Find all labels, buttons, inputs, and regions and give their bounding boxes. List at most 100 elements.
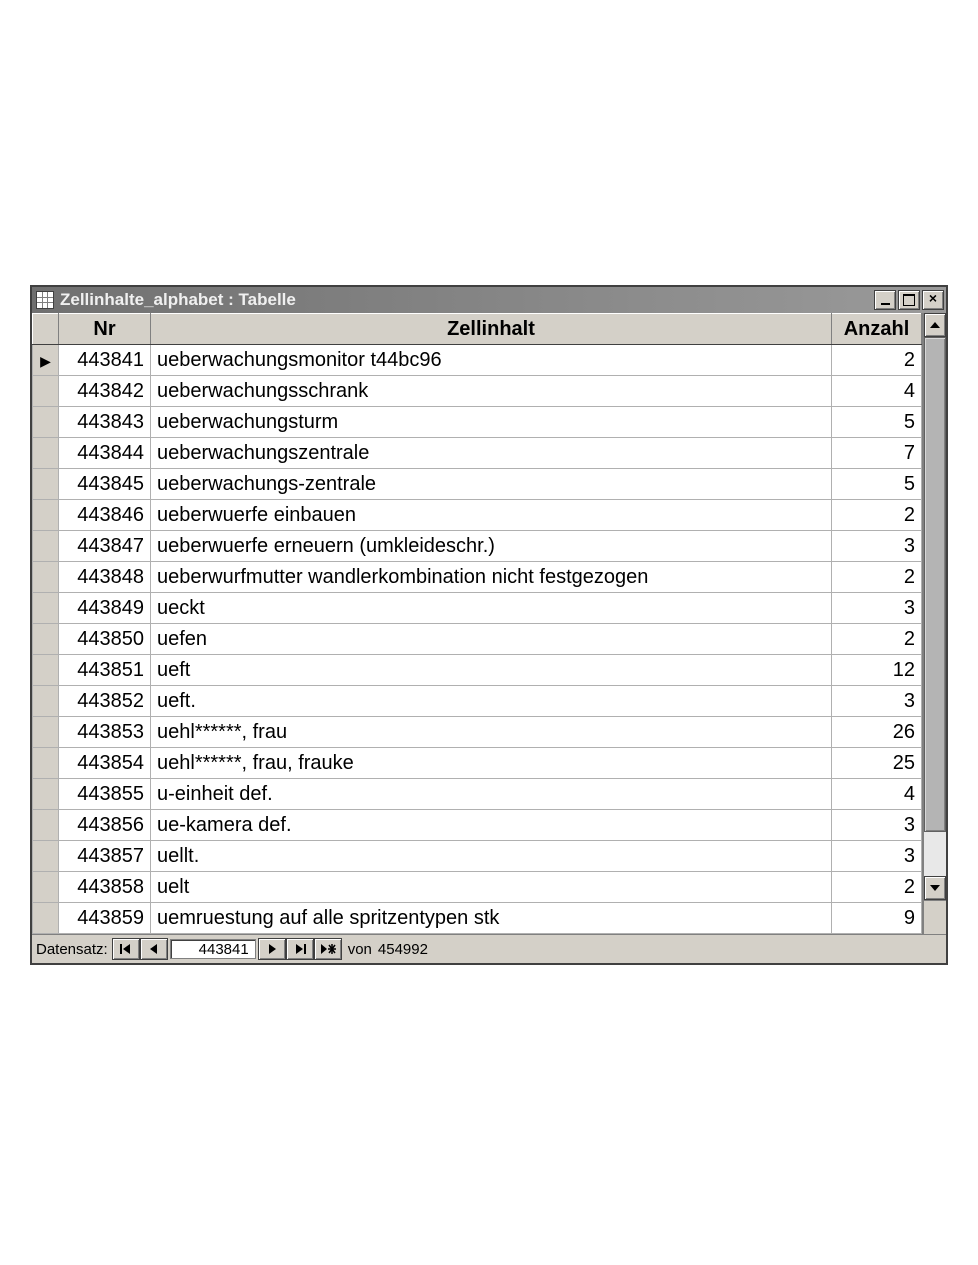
table-row[interactable]: 443855u-einheit def.4 [33, 779, 922, 810]
row-selector[interactable] [33, 717, 59, 748]
cell-nr[interactable]: 443857 [59, 841, 151, 872]
cell-zellinhalt[interactable]: uellt. [151, 841, 832, 872]
cell-anzahl[interactable]: 4 [832, 376, 922, 407]
table-row[interactable]: 443854uehl******, frau, frauke25 [33, 748, 922, 779]
cell-zellinhalt[interactable]: uelt [151, 872, 832, 903]
cell-zellinhalt[interactable]: ueberwachungs-zentrale [151, 469, 832, 500]
table-row[interactable]: 443843ueberwachungsturm5 [33, 407, 922, 438]
header-zellinhalt[interactable]: Zellinhalt [151, 314, 832, 345]
cell-nr[interactable]: 443845 [59, 469, 151, 500]
cell-nr[interactable]: 443855 [59, 779, 151, 810]
cell-zellinhalt[interactable]: ueft. [151, 686, 832, 717]
nav-next-button[interactable] [258, 938, 286, 960]
cell-nr[interactable]: 443842 [59, 376, 151, 407]
table-row[interactable]: 443856ue-kamera def.3 [33, 810, 922, 841]
row-selector[interactable] [33, 810, 59, 841]
cell-anzahl[interactable]: 2 [832, 624, 922, 655]
table-row[interactable]: 443851ueft12 [33, 655, 922, 686]
scroll-up-button[interactable] [924, 313, 946, 337]
table-row[interactable]: 443859uemruestung auf alle spritzentypen… [33, 903, 922, 934]
cell-anzahl[interactable]: 25 [832, 748, 922, 779]
cell-zellinhalt[interactable]: ueberwuerfe erneuern (umkleideschr.) [151, 531, 832, 562]
record-number-input[interactable] [170, 939, 256, 959]
minimize-button[interactable] [874, 290, 896, 310]
table-row[interactable]: 443852ueft.3 [33, 686, 922, 717]
cell-anzahl[interactable]: 7 [832, 438, 922, 469]
table-row[interactable]: 443847ueberwuerfe erneuern (umkleideschr… [33, 531, 922, 562]
header-rowselector[interactable] [33, 314, 59, 345]
row-selector[interactable] [33, 655, 59, 686]
cell-nr[interactable]: 443858 [59, 872, 151, 903]
row-selector[interactable] [33, 872, 59, 903]
row-selector[interactable] [33, 841, 59, 872]
cell-anzahl[interactable]: 3 [832, 531, 922, 562]
cell-anzahl[interactable]: 3 [832, 686, 922, 717]
cell-zellinhalt[interactable]: u-einheit def. [151, 779, 832, 810]
scroll-thumb[interactable] [924, 337, 946, 832]
cell-nr[interactable]: 443849 [59, 593, 151, 624]
table-row[interactable]: 443853uehl******, frau26 [33, 717, 922, 748]
cell-nr[interactable]: 443854 [59, 748, 151, 779]
cell-nr[interactable]: 443847 [59, 531, 151, 562]
row-selector[interactable] [33, 438, 59, 469]
row-selector[interactable] [33, 593, 59, 624]
row-selector[interactable] [33, 903, 59, 934]
row-selector[interactable] [33, 469, 59, 500]
cell-anzahl[interactable]: 3 [832, 810, 922, 841]
cell-anzahl[interactable]: 3 [832, 841, 922, 872]
cell-nr[interactable]: 443848 [59, 562, 151, 593]
cell-nr[interactable]: 443853 [59, 717, 151, 748]
cell-anzahl[interactable]: 2 [832, 562, 922, 593]
cell-nr[interactable]: 443843 [59, 407, 151, 438]
table-row[interactable]: 443848ueberwurfmutter wandlerkombination… [33, 562, 922, 593]
cell-zellinhalt[interactable]: uemruestung auf alle spritzentypen stk [151, 903, 832, 934]
table-row[interactable]: 443844ueberwachungszentrale7 [33, 438, 922, 469]
table-row[interactable]: 443845ueberwachungs-zentrale5 [33, 469, 922, 500]
cell-nr[interactable]: 443844 [59, 438, 151, 469]
data-grid[interactable]: Nr Zellinhalt Anzahl ▶443841ueberwachung… [32, 313, 923, 934]
vertical-scrollbar[interactable] [923, 313, 946, 934]
cell-zellinhalt[interactable]: ueberwachungsturm [151, 407, 832, 438]
nav-new-button[interactable] [314, 938, 342, 960]
header-nr[interactable]: Nr [59, 314, 151, 345]
cell-zellinhalt[interactable]: uehl******, frau [151, 717, 832, 748]
scroll-down-button[interactable] [924, 876, 946, 900]
cell-nr[interactable]: 443852 [59, 686, 151, 717]
cell-zellinhalt[interactable]: uefen [151, 624, 832, 655]
cell-zellinhalt[interactable]: ueckt [151, 593, 832, 624]
row-selector[interactable] [33, 624, 59, 655]
maximize-button[interactable] [898, 290, 920, 310]
nav-last-button[interactable] [286, 938, 314, 960]
cell-nr[interactable]: 443851 [59, 655, 151, 686]
nav-prev-button[interactable] [140, 938, 168, 960]
table-row[interactable]: 443858uelt2 [33, 872, 922, 903]
row-selector[interactable] [33, 376, 59, 407]
cell-zellinhalt[interactable]: ueberwachungszentrale [151, 438, 832, 469]
close-button[interactable]: × [922, 290, 944, 310]
row-selector[interactable] [33, 686, 59, 717]
titlebar[interactable]: Zellinhalte_alphabet : Tabelle × [32, 287, 946, 313]
cell-anzahl[interactable]: 12 [832, 655, 922, 686]
cell-nr[interactable]: 443850 [59, 624, 151, 655]
cell-anzahl[interactable]: 2 [832, 872, 922, 903]
cell-anzahl[interactable]: 2 [832, 345, 922, 376]
table-row[interactable]: 443857uellt.3 [33, 841, 922, 872]
cell-anzahl[interactable]: 9 [832, 903, 922, 934]
row-selector[interactable]: ▶ [33, 345, 59, 376]
cell-zellinhalt[interactable]: ueberwurfmutter wandlerkombination nicht… [151, 562, 832, 593]
table-row[interactable]: ▶443841ueberwachungsmonitor t44bc962 [33, 345, 922, 376]
cell-zellinhalt[interactable]: ueberwuerfe einbauen [151, 500, 832, 531]
cell-zellinhalt[interactable]: ueberwachungsmonitor t44bc96 [151, 345, 832, 376]
scroll-track[interactable] [924, 337, 946, 876]
cell-zellinhalt[interactable]: uehl******, frau, frauke [151, 748, 832, 779]
row-selector[interactable] [33, 407, 59, 438]
cell-zellinhalt[interactable]: ue-kamera def. [151, 810, 832, 841]
cell-zellinhalt[interactable]: ueberwachungsschrank [151, 376, 832, 407]
cell-nr[interactable]: 443859 [59, 903, 151, 934]
row-selector[interactable] [33, 531, 59, 562]
cell-anzahl[interactable]: 5 [832, 407, 922, 438]
row-selector[interactable] [33, 748, 59, 779]
cell-anzahl[interactable]: 2 [832, 500, 922, 531]
row-selector[interactable] [33, 562, 59, 593]
cell-anzahl[interactable]: 5 [832, 469, 922, 500]
